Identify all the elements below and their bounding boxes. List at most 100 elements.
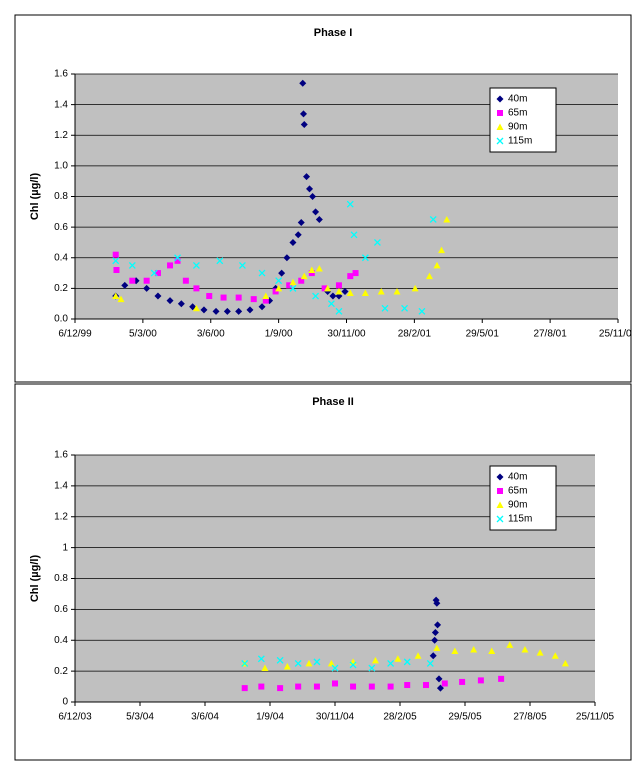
data-point [414,652,422,659]
data-point [289,278,297,286]
x-tick-label: 1/9/00 [265,329,293,340]
y-tick-label: 0.2 [54,283,68,294]
data-point [350,683,357,690]
data-point [327,300,335,308]
data-point [441,680,448,687]
data-point [521,646,529,653]
data-point [276,656,284,664]
data-point [112,251,119,258]
x-tick-label: 25/11/05 [576,712,615,723]
data-point [401,304,409,312]
legend-label: 65m [508,108,527,119]
legend-label: 90m [508,122,527,133]
data-point [431,636,439,644]
data-point [312,292,320,300]
data-point [350,231,358,239]
data-point [347,273,354,280]
data-point [551,652,559,659]
legend-marker [496,123,504,130]
data-point [250,296,257,303]
x-tick-label: 28/2/05 [383,712,417,723]
data-point [335,307,343,315]
data-point [488,647,496,655]
data-point [241,659,249,667]
data-point [238,261,246,269]
data-point [246,306,254,314]
x-tick-label: 6/12/03 [58,712,92,723]
data-point [167,262,174,269]
data-point [112,257,120,265]
data-point [121,281,129,289]
legend-label: 115m [508,136,532,147]
data-point [381,304,389,312]
data-point [193,285,200,292]
data-point [206,293,213,300]
data-point [294,659,302,667]
data-point [262,297,269,304]
data-point [433,644,441,651]
data-point [470,646,478,653]
data-point [349,661,357,669]
data-point [331,664,339,672]
data-point [299,79,307,87]
data-point [277,685,284,692]
data-point [324,284,332,292]
data-point [438,246,446,254]
data-point [258,269,266,277]
data-point [177,300,185,308]
legend-marker [496,137,504,145]
y-tick-label: 1.4 [54,99,68,110]
data-point [212,307,220,315]
y-tick-label: 1.6 [54,450,68,461]
data-point [435,675,443,683]
data-point [235,294,242,301]
y-tick-label: 0.0 [54,314,68,325]
x-tick-label: 29/5/01 [466,329,500,340]
data-point [305,659,313,667]
data-point [241,685,248,692]
data-point [429,652,437,660]
data-point [361,254,369,262]
y-tick-label: 1.2 [54,130,68,141]
data-point [278,269,286,277]
data-point [283,254,291,262]
data-point [418,307,426,315]
legend-marker [496,501,504,508]
data-point [257,655,265,663]
data-point [275,284,283,292]
data-point [223,307,231,315]
y-tick-label: 0.6 [54,222,68,233]
data-point [426,659,434,667]
data-point [404,682,411,689]
data-point [313,658,321,666]
data-point [154,292,162,300]
data-point [258,303,266,311]
data-point [300,121,308,129]
data-point [309,193,317,200]
data-point [275,277,283,285]
data-point [411,284,419,292]
data-point [335,287,343,295]
x-tick-label: 5/3/00 [129,329,157,340]
data-point [129,277,136,284]
legend-label: 90m [508,500,527,511]
data-point [150,269,158,277]
y-tick-label: 1.4 [54,481,68,492]
x-tick-label: 6/12/99 [58,329,92,340]
data-point [117,295,125,303]
data-point [143,277,150,284]
y-tick-label: 0.8 [54,191,68,202]
data-point [143,284,151,292]
x-tick-label: 25/11/01 [599,329,632,340]
data-point [313,683,320,690]
data-point [352,270,359,277]
data-point [498,675,505,682]
data-point [403,658,411,666]
data-point [289,284,297,292]
x-tick-label: 27/8/01 [533,329,567,340]
data-point [425,272,433,280]
data-point [459,678,466,685]
data-point [192,304,200,312]
y-tick-label: 1.6 [54,69,68,80]
